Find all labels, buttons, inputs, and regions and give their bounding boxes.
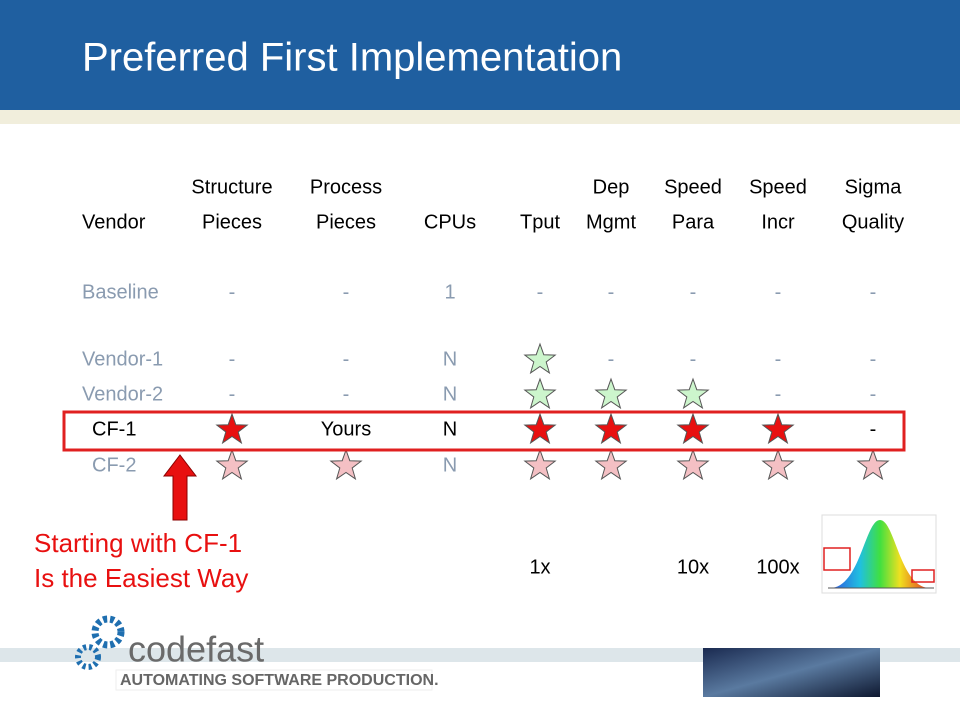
star xyxy=(523,342,557,375)
table-cell: - xyxy=(229,281,236,303)
callout-line: Is the Easiest Way xyxy=(34,563,248,593)
header-band xyxy=(0,0,960,110)
vendor-cell: Baseline xyxy=(82,281,159,303)
column-header: Para xyxy=(672,211,715,233)
table-cell: - xyxy=(229,348,236,370)
vendor-cell: CF-1 xyxy=(92,418,136,440)
star xyxy=(676,412,710,445)
table-cell: - xyxy=(537,281,544,303)
column-header: Vendor xyxy=(82,211,146,233)
star xyxy=(594,448,628,481)
column-header: Speed xyxy=(664,176,722,198)
table: Structure Process Dep Speed Speed Sigma Vendor… xyxy=(82,176,904,578)
table-cell: - xyxy=(775,383,782,405)
table-cell: - xyxy=(870,383,877,405)
logo-tagline: AUTOMATING SOFTWARE PRODUCTION. xyxy=(120,672,439,689)
column-header: Speed xyxy=(749,176,807,198)
table-cell: - xyxy=(343,348,350,370)
table-cell: - xyxy=(775,348,782,370)
vendor-cell: Vendor-2 xyxy=(82,383,163,405)
column-header: CPUs xyxy=(424,211,476,233)
column-header: Mgmt xyxy=(586,211,636,233)
vendor-cell: Vendor-1 xyxy=(82,348,163,370)
table-cell: - xyxy=(229,383,236,405)
column-header: Quality xyxy=(842,211,904,233)
sigma-graphic xyxy=(821,514,937,594)
table-cell: - xyxy=(870,348,877,370)
logo-name: codefast xyxy=(128,629,264,670)
vendor-cell: CF-2 xyxy=(92,454,136,476)
road-image xyxy=(703,648,880,697)
table-cell: - xyxy=(870,281,877,303)
star xyxy=(856,448,890,481)
speed-label: 1x xyxy=(529,556,550,578)
column-header: Tput xyxy=(520,211,560,233)
arrow xyxy=(162,454,198,521)
table-cell: N xyxy=(443,348,457,370)
speed-label: 100x xyxy=(756,556,799,578)
column-header: Structure xyxy=(191,176,272,198)
star xyxy=(523,448,557,481)
table-cell: - xyxy=(775,281,782,303)
column-header: Sigma xyxy=(845,176,903,198)
header-stripe xyxy=(0,110,960,124)
table-cell: Yours xyxy=(321,418,371,440)
callout-line: Starting with CF-1 xyxy=(34,528,242,558)
table-cell: - xyxy=(343,383,350,405)
star xyxy=(594,377,628,410)
star xyxy=(761,448,795,481)
table-cell: - xyxy=(608,281,615,303)
column-header: Pieces xyxy=(202,211,262,233)
star xyxy=(215,412,249,445)
speed-label: 10x xyxy=(677,556,709,578)
star xyxy=(676,377,710,410)
star xyxy=(594,412,628,445)
column-header: Process xyxy=(310,176,382,198)
table-cell: - xyxy=(690,348,697,370)
star xyxy=(523,377,557,410)
star xyxy=(215,448,249,481)
table-cell: - xyxy=(608,348,615,370)
column-header: Pieces xyxy=(316,211,376,233)
star xyxy=(523,412,557,445)
table-cell: N xyxy=(443,383,457,405)
table-cell: N xyxy=(443,454,457,476)
table-cell: 1 xyxy=(444,281,455,303)
table-cell: - xyxy=(343,281,350,303)
highlight-box xyxy=(62,410,906,452)
star xyxy=(676,448,710,481)
table-cell: - xyxy=(690,281,697,303)
slide-title: Preferred First Implementation xyxy=(82,36,622,80)
column-header: Dep xyxy=(593,176,630,198)
table-cell: - xyxy=(870,418,877,440)
logo: codefast AUTOMATING SOFTWARE PRODUCTION. xyxy=(75,615,439,691)
star xyxy=(329,448,363,481)
column-header: Incr xyxy=(761,211,795,233)
star xyxy=(761,412,795,445)
table-cell: N xyxy=(443,418,457,440)
